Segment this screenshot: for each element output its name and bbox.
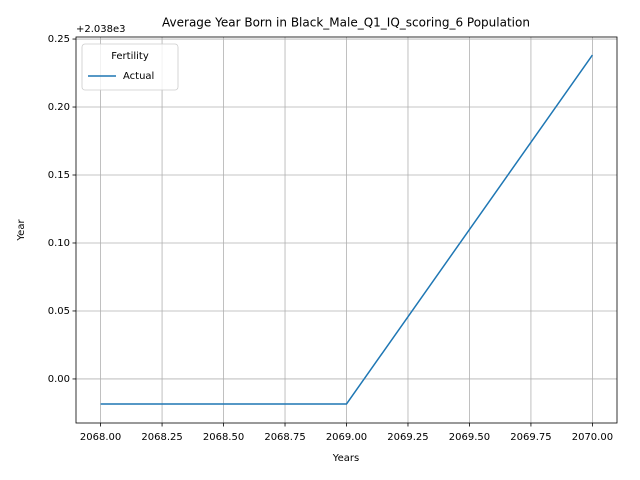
plot-frame <box>75 36 618 424</box>
x-tick-label: 2070.00 <box>572 432 613 443</box>
x-tick-label: 2069.25 <box>387 432 428 443</box>
x-axis-label: Years <box>332 453 359 464</box>
y-tick-label: 0.15 <box>48 170 70 181</box>
line <box>100 54 594 405</box>
legend-box <box>81 43 179 91</box>
y-tick-label: 0.00 <box>48 374 70 385</box>
y-tick-label: 0.05 <box>48 306 70 317</box>
y-tick-label: 0.25 <box>48 34 70 45</box>
chart-title: Average Year Born in Black_Male_Q1_IQ_sc… <box>162 16 530 30</box>
y-offset-text: +2.038e3 <box>76 24 126 35</box>
x-tick-label: 2068.75 <box>264 432 305 443</box>
x-tick-label: 2069.00 <box>326 432 367 443</box>
y-axis-label: Year <box>16 219 27 242</box>
x-tick-label: 2068.50 <box>203 432 244 443</box>
legend-label: Actual <box>123 71 154 82</box>
y-tick-label: 0.10 <box>48 238 70 249</box>
x-tick-label: 2069.75 <box>510 432 551 443</box>
x-tick-label: 2068.00 <box>80 432 121 443</box>
x-tick-label: 2069.50 <box>449 432 490 443</box>
legend-title: Fertility <box>111 51 149 62</box>
x-tick-label: 2068.25 <box>141 432 182 443</box>
y-tick-label: 0.20 <box>48 102 70 113</box>
